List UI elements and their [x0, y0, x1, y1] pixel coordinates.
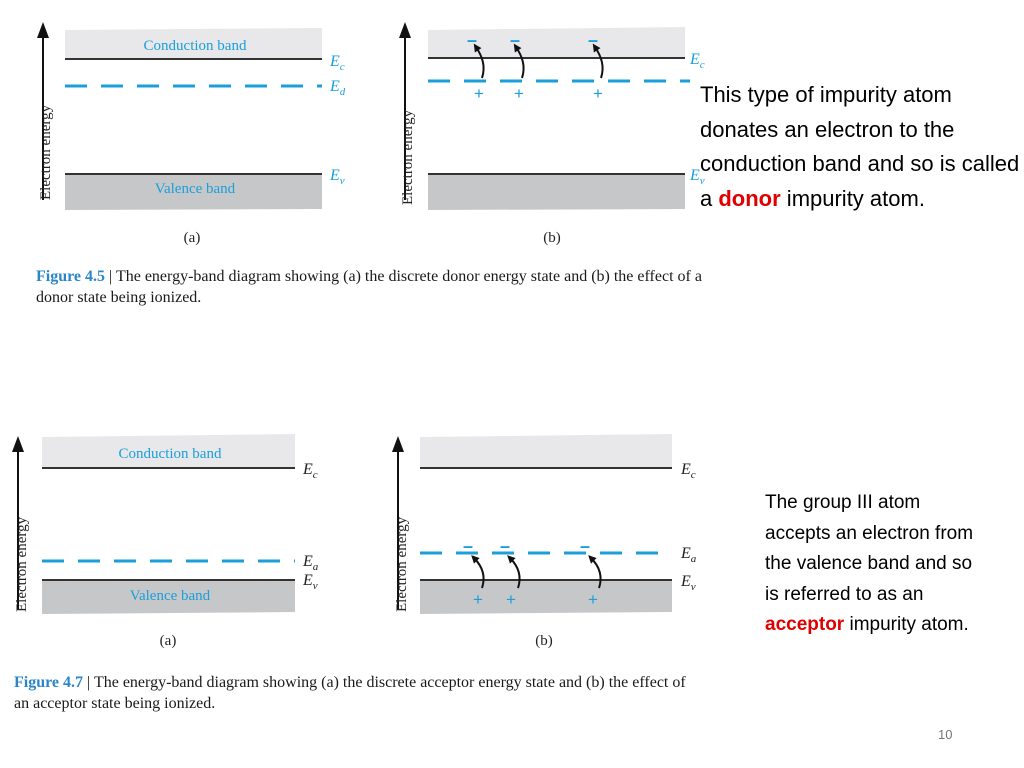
caption-text: The energy-band diagram showing (a) the …: [14, 674, 686, 712]
ion-1: +: [474, 84, 484, 103]
valence-band: [42, 580, 295, 614]
ionization-arrow-3: [592, 43, 604, 79]
conduction-band-label: Conduction band: [119, 446, 222, 462]
figure-label: Figure 4.5: [36, 268, 106, 285]
electron-3: –: [580, 536, 590, 556]
part-label-a: (a): [160, 633, 177, 649]
valence-band: [428, 174, 685, 210]
figure-4-7-panel-a: Electron energy Conduction band Valence …: [12, 434, 319, 649]
figure-4-7-panel-b: Electron energy Ec Ea Ev – – – + + + (b): [392, 434, 697, 649]
caption-text: The energy-band diagram showing (a) the …: [36, 268, 702, 306]
axis-arrowhead: [392, 436, 404, 452]
hole-2: +: [506, 590, 516, 609]
capture-arrow-1: [471, 555, 485, 589]
capture-arrow-2: [507, 555, 521, 589]
ev-label: Ev: [689, 167, 705, 187]
ev-label: Ev: [302, 572, 318, 592]
conduction-band: [65, 28, 322, 59]
conduction-band-label: Conduction band: [144, 38, 247, 54]
axis-label: Electron energy: [394, 516, 410, 612]
electron-1: –: [467, 30, 477, 50]
ev-label: Ev: [329, 167, 345, 187]
figure-4-5-panel-a: Electron energy Conduction band Valence …: [37, 22, 346, 246]
part-label-b: (b): [535, 633, 553, 649]
acceptor-explanation: The group III atom accepts an electron f…: [765, 488, 985, 641]
axis-label: Electron energy: [14, 516, 30, 612]
electron-2: –: [500, 536, 510, 556]
axis-arrowhead: [12, 436, 24, 452]
caption-separator: |: [109, 268, 113, 285]
donor-emphasis: donor: [718, 185, 781, 211]
figure-4-7-caption: Figure 4.7 | The energy-band diagram sho…: [14, 672, 694, 714]
axis-arrowhead: [399, 22, 411, 38]
conduction-band: [42, 434, 295, 468]
hole-3: +: [588, 590, 598, 609]
figure-4-5-caption: Figure 4.5 | The energy-band diagram sho…: [36, 266, 716, 308]
conduction-band: [420, 434, 672, 468]
axis-label: Electron energy: [38, 104, 54, 200]
donor-text-end: impurity atom.: [780, 185, 925, 211]
conduction-band: [428, 27, 685, 58]
part-label-b: (b): [543, 230, 561, 246]
acceptor-text-start: The group III atom accepts an electron f…: [765, 492, 974, 605]
ev-label: Ev: [680, 573, 696, 593]
acceptor-emphasis: acceptor: [765, 614, 845, 635]
axis-label: Electron energy: [400, 109, 416, 205]
ed-label: Ed: [329, 78, 346, 98]
ec-label: Ec: [680, 461, 696, 481]
part-label-a: (a): [184, 230, 201, 246]
valence-band-label: Valence band: [155, 181, 236, 197]
ion-3: +: [593, 84, 603, 103]
ec-label: Ec: [329, 53, 345, 73]
capture-arrow-3: [588, 555, 602, 589]
acceptor-text-end: impurity atom.: [844, 614, 969, 635]
valence-band: [65, 174, 322, 210]
valence-band-label: Valence band: [130, 588, 211, 604]
page-number: 10: [938, 727, 953, 742]
ion-2: +: [514, 84, 524, 103]
caption-separator: |: [87, 674, 91, 691]
ec-label: Ec: [302, 461, 318, 481]
electron-3: –: [588, 30, 598, 50]
ionization-arrow-1: [473, 43, 485, 79]
figure-label: Figure 4.7: [14, 674, 84, 691]
valence-band: [420, 580, 672, 614]
ec-label: Ec: [689, 51, 705, 71]
donor-explanation: This type of impurity atom donates an el…: [700, 78, 1020, 216]
ea-label: Ea: [302, 553, 319, 573]
donor-text-start: This type of impurity atom donates an el…: [700, 82, 1020, 211]
electron-1: –: [463, 536, 473, 556]
figure-4-5-panel-b: Electron energy Ec Ev – – – + + + (b): [399, 22, 705, 246]
hole-1: +: [473, 590, 483, 609]
electron-2: –: [510, 30, 520, 50]
axis-arrowhead: [37, 22, 49, 38]
ionization-arrow-2: [513, 43, 525, 79]
ea-label: Ea: [680, 545, 697, 565]
